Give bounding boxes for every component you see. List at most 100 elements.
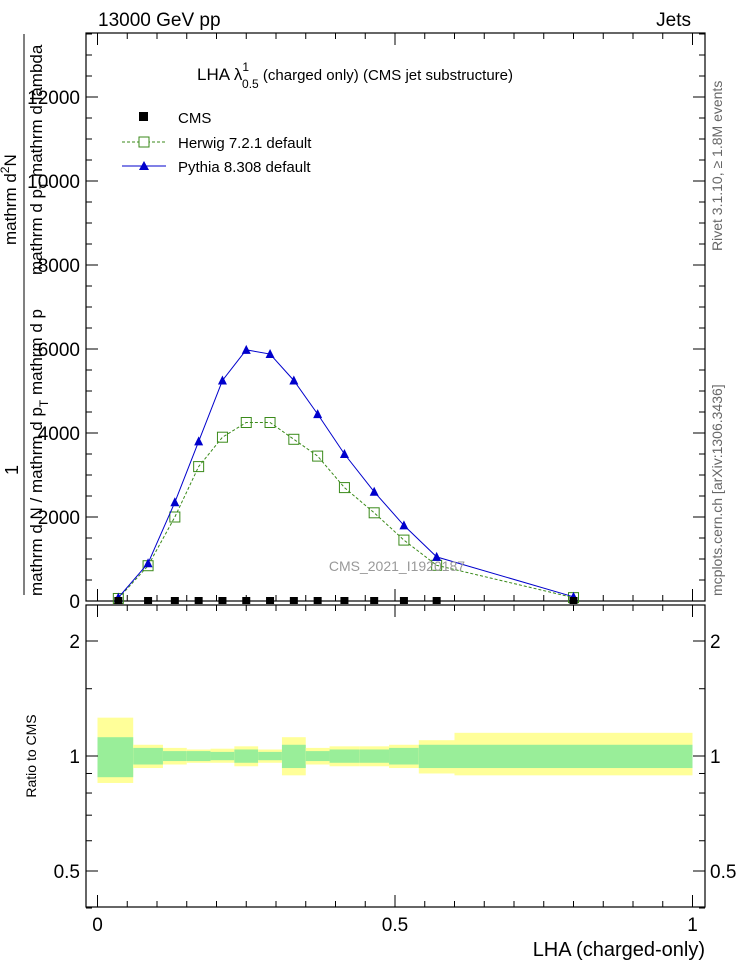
cms-point [432, 597, 441, 604]
x-tick-label: 0 [92, 915, 103, 936]
series-pythia [113, 344, 578, 602]
pythia-point [399, 520, 409, 530]
pythia-line [117, 349, 574, 598]
ratio-tick-label-right: 2 [710, 632, 721, 653]
ratio-band-inner [281, 744, 306, 769]
ratio-band-inner [234, 749, 259, 763]
y-label-denom: mathrm d N / mathrm d pT mathrm d p [27, 309, 51, 596]
y-label-upper: mathrm d2N [0, 154, 20, 245]
y-tick-label: 10000 [27, 172, 80, 193]
y-label-upper-sup: 2 [0, 166, 12, 173]
pythia-point [143, 558, 153, 568]
cms-point [242, 597, 251, 604]
ratio-tick-label: 1 [69, 747, 80, 768]
pythia-point [313, 409, 323, 419]
herwig-point [193, 461, 205, 473]
cms-point [266, 597, 275, 604]
herwig-point [398, 534, 410, 546]
ratio-tick-label: 2 [69, 632, 80, 653]
cms-point [194, 597, 203, 604]
y-tick-label: 0 [69, 592, 80, 613]
legend-herwig-label: Herwig 7.2.1 default [178, 135, 312, 152]
herwig-point [169, 511, 181, 523]
ratio-bands [97, 717, 693, 783]
herwig-point [216, 431, 228, 443]
pythia-point [369, 486, 379, 496]
title-rest: (charged only) (CMS jet substructure) [259, 67, 513, 84]
y-tick-label: 12000 [27, 88, 80, 109]
pythia-point [241, 344, 251, 354]
title-sup: 1 [242, 60, 249, 74]
pythia-point [265, 349, 275, 359]
herwig-point [240, 417, 252, 428]
ratio-band-inner [210, 751, 235, 761]
legend-cms-label: CMS [178, 110, 211, 127]
cms-point [170, 597, 179, 604]
ratio-tick-label-right: 0.5 [710, 862, 736, 883]
ratio-band-inner [186, 751, 211, 762]
herwig-point [288, 433, 300, 445]
side-label-rivet: Rivet 3.1.10, ≥ 1.8M events [709, 81, 725, 251]
cms-point [144, 597, 153, 604]
legend-pythia-label: Pythia 8.308 default [178, 159, 311, 176]
y-tick-label: 6000 [38, 340, 80, 361]
header-left: 13000 GeV pp [98, 10, 221, 31]
y-axis-label: 1 mathrm d N / mathrm d pT mathrm d p ma… [0, 34, 51, 596]
legend-pythia-marker [139, 161, 149, 170]
y-label-denom-sub: T [37, 399, 51, 407]
y-label-denom-main: mathrm d N / mathrm d p [27, 407, 46, 596]
ratio-band-inner [133, 747, 163, 765]
x-tick-label: 0.5 [382, 915, 408, 936]
y-label-upper-denom-tail: mathrm d lambda [27, 44, 46, 182]
cms-point [289, 597, 298, 604]
ratio-band-inner [305, 751, 330, 762]
cms-point [399, 597, 408, 604]
y-label-upper-denom: mathrm d pT mathrm d lambda [27, 44, 51, 275]
x-tick-labels: 0 0.5 1 [92, 915, 698, 936]
series-cms [114, 597, 578, 604]
pythia-point [432, 551, 442, 561]
ratio-tick-labels: 0.5 0.5 1 1 2 2 [54, 632, 737, 883]
y-tick-label: 2000 [38, 508, 80, 529]
watermark: CMS_2021_I1920187 [329, 558, 465, 574]
cms-point [370, 597, 379, 604]
title-main: LHA λ [197, 65, 243, 84]
cms-point [114, 597, 123, 604]
x-tick-label: 1 [687, 915, 698, 936]
herwig-point [368, 507, 380, 519]
herwig-point [338, 482, 350, 494]
ratio-tick-label: 0.5 [54, 862, 80, 883]
ratio-y-label: Ratio to CMS [23, 714, 39, 797]
ratio-band-inner [389, 747, 419, 765]
cms-point [340, 597, 349, 604]
legend: CMS Herwig 7.2.1 default Pythia 8.308 de… [122, 110, 312, 176]
ratio-band-inner [454, 744, 693, 769]
x-axis-label: LHA (charged-only) [533, 939, 705, 961]
pythia-point [289, 375, 299, 385]
header-right: Jets [656, 10, 691, 31]
y-tick-label: 4000 [38, 424, 80, 445]
ratio-band-inner [329, 749, 360, 763]
y-label-upper-denom-sub: T [37, 181, 51, 189]
ratio-band-inner [97, 737, 134, 778]
cms-point [313, 597, 322, 604]
ratio-band-inner [359, 749, 390, 763]
pythia-point [339, 449, 349, 458]
side-label-mcplots: mcplots.cern.ch [arXiv:1306.3436] [709, 384, 725, 596]
y-label-upper-numer: mathrm d [1, 173, 20, 245]
axis-ticks [86, 33, 705, 909]
y-label-upper-denom-main: mathrm d p [27, 189, 46, 275]
y-tick-labels: 0 2000 4000 6000 8000 10000 12000 [27, 88, 80, 613]
pythia-point [170, 497, 180, 507]
y-tick-label: 8000 [38, 256, 80, 277]
legend-cms-marker [139, 112, 148, 121]
ratio-tick-label-right: 1 [710, 747, 721, 768]
y-label-denom-tail: mathrm d p [27, 309, 46, 400]
cms-point [218, 597, 227, 604]
ratio-band-inner [418, 744, 455, 769]
plot-title: LHA λ1 0.5 (charged only) (CMS jet substr… [197, 60, 513, 91]
cms-point [569, 597, 578, 604]
y-label-numer: 1 [2, 465, 22, 475]
pythia-point [194, 436, 204, 446]
